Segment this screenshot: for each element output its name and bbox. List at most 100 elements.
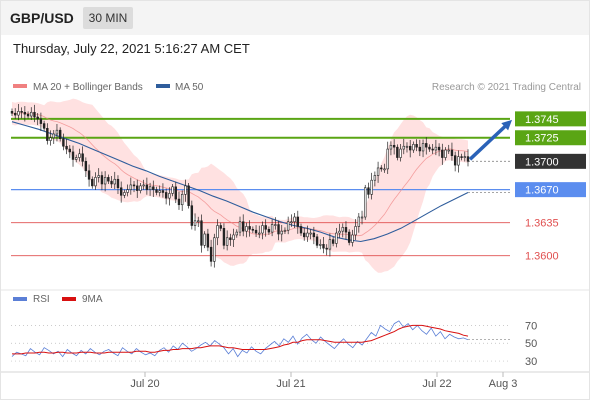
candle-body [222,228,226,246]
candle-body [126,189,129,193]
candle-body [81,153,84,162]
candle-body [351,234,354,243]
legend-rsi-swatch [13,297,27,301]
datetime-label: Thursday, July 22, 2021 5:16:27 AM CET [13,41,250,56]
symbol-label[interactable]: GBP/USD [10,10,74,26]
candle-body [347,231,351,243]
candle-body [232,234,235,240]
candle-body [360,216,364,219]
candle-body [319,244,322,246]
candle-body [17,111,20,116]
candle-body [145,184,149,190]
candle-body [229,237,232,240]
candle-body [299,226,303,234]
current-price-tag [515,153,586,169]
candle-body [383,168,386,171]
trend-arrow-head [501,119,512,131]
candle-body [197,220,200,223]
candle-body [33,111,36,118]
legend-ma50-swatch [156,84,170,88]
ma50-line [11,121,469,243]
candle-body [441,149,444,158]
candle-body [425,143,428,148]
candle-body [286,221,290,231]
candle-body [94,177,97,187]
candle-body [100,175,104,185]
candle-body [46,128,49,141]
candle-body [36,116,39,120]
candle-body [164,192,168,199]
candle-body [322,244,325,249]
candle-body [238,221,242,233]
candle-body [412,144,415,151]
candle-body [110,180,113,185]
candle-body [293,216,296,223]
candle-body [280,230,283,235]
legend-ma20-swatch [13,84,27,88]
candle-body [258,232,261,235]
candle-body [434,146,438,151]
candle-body [453,155,457,166]
candle-body [30,111,33,117]
rsi-ma9-line [12,324,469,355]
legend-ma50-label: MA 50 [175,82,204,93]
candle-body [52,133,55,139]
time-tick-label-1: Jul 21 [276,378,305,390]
candle-body [180,194,184,206]
candle-body [341,227,344,232]
candle-body [158,190,161,193]
candle-body [370,179,373,195]
candle-body [84,161,88,172]
candle-body [437,146,441,151]
candle-body [354,226,357,236]
candle-body [20,111,23,113]
trend-arrow-shaft [468,122,509,161]
candle-body [97,175,100,178]
candle-body [367,187,370,195]
candle-body [315,236,319,246]
candle-body [190,205,194,226]
time-tick-label-0: Jul 20 [130,378,159,390]
candle-body [396,146,399,158]
candle-body [174,186,177,200]
candle-body [206,233,210,248]
candle-body [132,184,136,187]
candle-body [376,167,380,176]
candle-body [10,111,14,114]
candle-body [116,178,120,189]
candle-body [270,224,274,233]
candle-body [87,170,91,180]
candle-body [312,232,316,238]
rsi-level-label-70: 70 [525,320,537,332]
candle-body [405,145,409,148]
candle-body [113,178,116,185]
resistance-value-1-3745: 1.3745 [525,114,559,126]
time-tick-label-3: Aug 3 [489,378,518,390]
candle-body [142,184,145,187]
support-value-1-3670: 1.3670 [525,185,559,197]
candle-body [168,193,171,199]
candle-body [306,232,309,238]
candle-body [200,220,203,246]
target-value-1-3635: 1.3635 [525,218,559,230]
candle-body [431,148,434,151]
candle-body [335,232,338,244]
candle-body [23,111,27,115]
candle-body [267,228,271,233]
candle-body [357,216,361,227]
candle-body [254,229,258,234]
candle-body [466,156,470,162]
candle-body [219,225,222,229]
bollinger-band [12,98,468,273]
timeframe-button[interactable]: 30 MIN [83,7,133,29]
candle-body [187,185,190,206]
candle-body [421,143,425,152]
candle-body [261,225,264,234]
candle-body [58,129,62,139]
candle-body [389,144,393,150]
candle-body [152,186,155,190]
support-tag-1-3670 [515,182,586,198]
candle-body [161,190,165,193]
candle-body [177,198,181,206]
candle-body [107,177,110,182]
